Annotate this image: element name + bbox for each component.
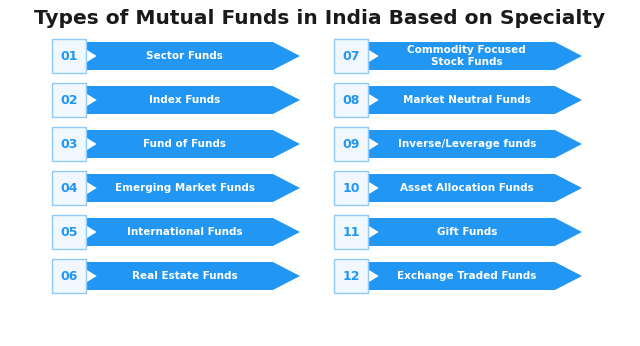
FancyBboxPatch shape	[334, 83, 368, 117]
Text: 12: 12	[342, 270, 360, 282]
Polygon shape	[356, 262, 582, 290]
Text: Asset Allocation Funds: Asset Allocation Funds	[400, 183, 534, 193]
FancyBboxPatch shape	[52, 215, 86, 249]
FancyBboxPatch shape	[52, 127, 86, 161]
Polygon shape	[356, 174, 582, 202]
FancyBboxPatch shape	[334, 127, 368, 161]
Text: 05: 05	[60, 226, 77, 238]
FancyBboxPatch shape	[52, 83, 86, 117]
Text: 09: 09	[342, 137, 360, 151]
Polygon shape	[356, 86, 582, 114]
Text: Inverse/Leverage funds: Inverse/Leverage funds	[397, 139, 536, 149]
Text: Emerging Market Funds: Emerging Market Funds	[115, 183, 255, 193]
Polygon shape	[74, 42, 300, 70]
Polygon shape	[74, 262, 300, 290]
FancyBboxPatch shape	[52, 171, 86, 205]
Text: International Funds: International Funds	[127, 227, 243, 237]
Text: Types of Mutual Funds in India Based on Specialty: Types of Mutual Funds in India Based on …	[35, 9, 605, 27]
Text: 02: 02	[60, 93, 77, 107]
Text: Index Funds: Index Funds	[149, 95, 220, 105]
Polygon shape	[356, 130, 582, 158]
Polygon shape	[74, 174, 300, 202]
Text: 11: 11	[342, 226, 360, 238]
Polygon shape	[356, 42, 582, 70]
FancyBboxPatch shape	[334, 259, 368, 293]
Text: Market Neutral Funds: Market Neutral Funds	[403, 95, 531, 105]
Polygon shape	[74, 218, 300, 246]
Text: 07: 07	[342, 49, 360, 63]
Text: Gift Funds: Gift Funds	[436, 227, 497, 237]
FancyBboxPatch shape	[52, 39, 86, 73]
Text: 04: 04	[60, 182, 77, 194]
Text: Sector Funds: Sector Funds	[147, 51, 223, 61]
Text: 01: 01	[60, 49, 77, 63]
Text: 08: 08	[342, 93, 360, 107]
Polygon shape	[356, 218, 582, 246]
FancyBboxPatch shape	[334, 39, 368, 73]
Text: Exchange Traded Funds: Exchange Traded Funds	[397, 271, 536, 281]
FancyBboxPatch shape	[52, 259, 86, 293]
Text: 06: 06	[60, 270, 77, 282]
Text: Fund of Funds: Fund of Funds	[143, 139, 227, 149]
Polygon shape	[74, 86, 300, 114]
Polygon shape	[74, 130, 300, 158]
Text: 10: 10	[342, 182, 360, 194]
FancyBboxPatch shape	[334, 171, 368, 205]
FancyBboxPatch shape	[334, 215, 368, 249]
Text: 03: 03	[60, 137, 77, 151]
Text: Commodity Focused
Stock Funds: Commodity Focused Stock Funds	[408, 45, 526, 67]
Text: Real Estate Funds: Real Estate Funds	[132, 271, 237, 281]
